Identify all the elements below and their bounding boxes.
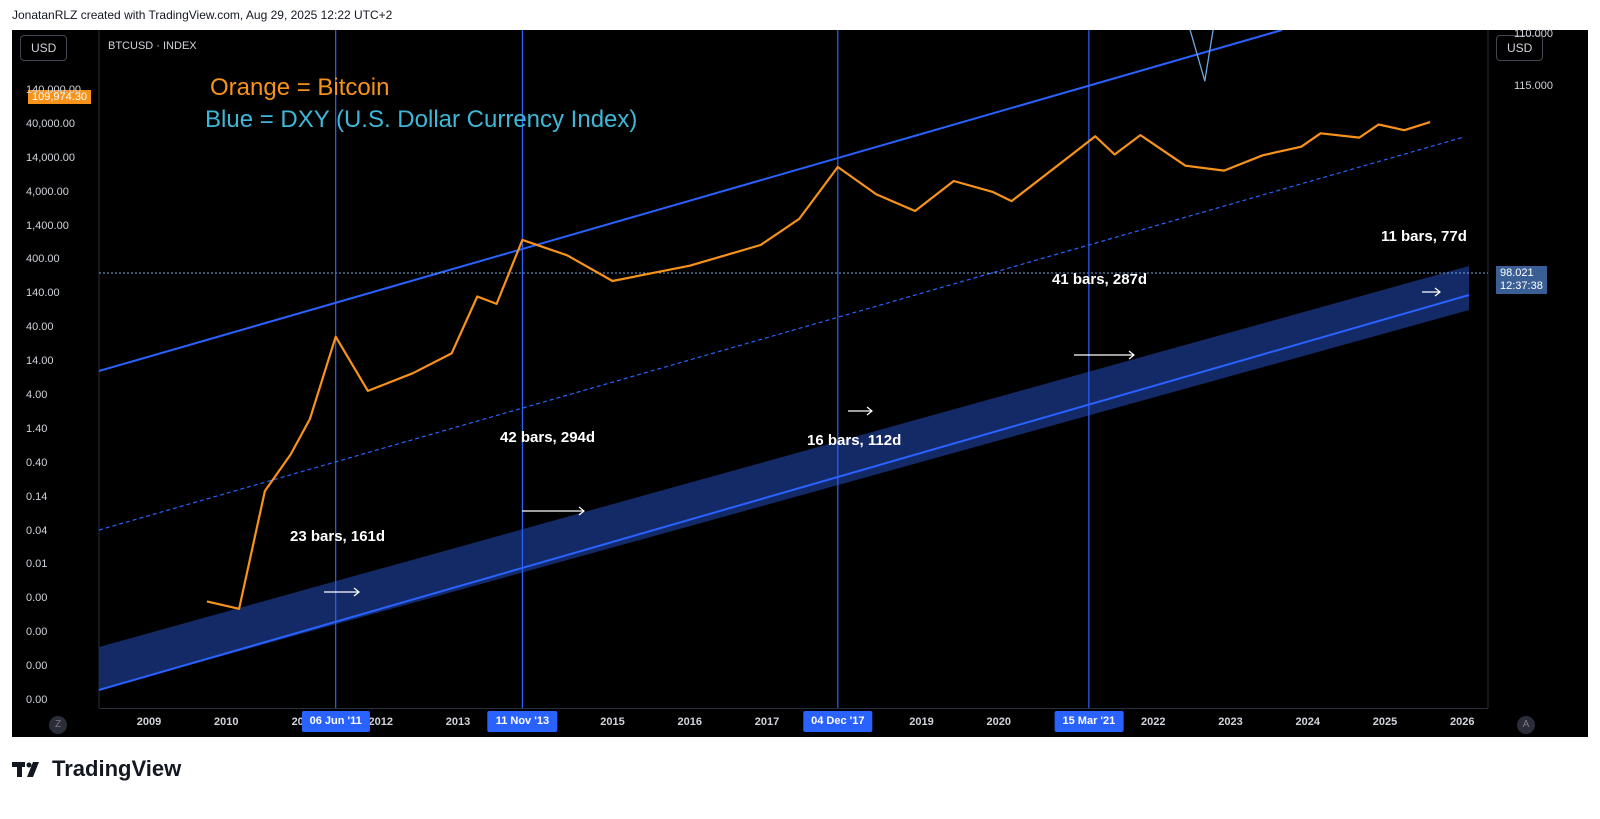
left-axis-tick: 0.14 — [26, 490, 48, 503]
duration-annotation: 11 bars, 77d — [1381, 228, 1467, 245]
left-axis-tick: 0.01 — [26, 558, 48, 571]
chart-credit: JonatanRLZ created with TradingView.com,… — [12, 8, 393, 22]
left-currency-button[interactable]: USD — [20, 35, 68, 61]
duration-arrowhead — [1434, 287, 1441, 297]
time-axis-tick: 2022 — [1141, 716, 1166, 728]
right-currency-button[interactable]: USD — [1496, 35, 1544, 61]
event-date-chip: 04 Dec '17 — [803, 711, 873, 732]
time-axis-tick: 2017 — [754, 716, 780, 728]
tradingview-logo: TradingView — [12, 756, 181, 782]
time-axis-tick: 2019 — [909, 716, 934, 728]
footer-brand: TradingView — [52, 756, 182, 781]
left-axis-tick: 40,000.00 — [26, 117, 75, 130]
symbol-label: BTCUSD · INDEX — [108, 40, 197, 52]
left-axis-tick: 14.00 — [26, 355, 54, 368]
left-axis-tick: 14,000.00 — [26, 151, 75, 164]
left-axis-tick: 1,400.00 — [26, 219, 69, 232]
left-axis-tick: 0.40 — [26, 456, 48, 469]
auto-scale-z-button[interactable]: Z — [49, 716, 67, 734]
left-axis-tick: 40.00 — [26, 321, 54, 334]
tradingview-mark-icon — [12, 762, 39, 777]
dxy-last-price: 98.021 12:37:38 — [1496, 266, 1547, 294]
right-axis-tick: 115.000 — [1514, 80, 1553, 92]
left-axis-tick: 0.00 — [26, 660, 48, 673]
left-axis-tick: 400.00 — [26, 253, 60, 266]
bitcoin-last-price: 109,974.30 — [28, 90, 92, 104]
bar-countdown: 12:37:38 — [1500, 280, 1543, 292]
event-date-chip: 15 Mar '21 — [1054, 711, 1124, 732]
time-axis-tick: 2015 — [600, 716, 625, 728]
time-axis[interactable] — [99, 708, 1488, 738]
time-axis-tick: 2020 — [986, 716, 1011, 728]
left-axis-tick: 1.40 — [26, 422, 48, 435]
time-axis-tick: 2009 — [136, 716, 162, 728]
chart-panel[interactable]: USD BTCUSD · INDEX USD Z A 109,974.30 98… — [12, 27, 1588, 738]
chart-canvas[interactable] — [12, 30, 1588, 737]
auto-scale-a-button[interactable]: A — [1517, 716, 1535, 734]
left-axis-tick: 4.00 — [26, 389, 48, 401]
duration-arrowhead — [578, 506, 585, 516]
right-axis-tick: 110.000 — [1514, 27, 1553, 40]
time-axis-tick: 2024 — [1295, 716, 1320, 728]
left-axis-tick: 4,000.00 — [26, 185, 69, 198]
time-axis-tick: 2013 — [445, 716, 471, 728]
event-date-chip: 11 Nov '13 — [487, 711, 558, 732]
time-axis-tick: 2026 — [1450, 716, 1475, 728]
left-axis-tick: 0.00 — [26, 592, 48, 605]
left-axis-tick: 140.00 — [26, 287, 60, 300]
upper-channel-line — [98, 30, 1283, 372]
lower-channel-line — [98, 294, 1470, 691]
time-axis-tick: 2023 — [1218, 716, 1243, 728]
left-axis-tick: 140,000.00 — [26, 84, 82, 96]
duration-annotation: 42 bars, 294d — [500, 429, 596, 446]
bitcoin-series-line — [206, 121, 1431, 610]
duration-arrowhead — [1128, 350, 1135, 360]
dxy-last-price-value: 98.021 — [1500, 267, 1534, 279]
mid-channel-line — [98, 136, 1465, 531]
time-axis-tick: 2012 — [368, 716, 393, 728]
time-axis-tick: 2016 — [677, 716, 702, 728]
duration-annotation: 23 bars, 161d — [290, 528, 386, 545]
time-axis-tick: 2025 — [1372, 716, 1398, 728]
duration-annotation: 41 bars, 287d — [1052, 271, 1148, 288]
duration-annotation: 16 bars, 112d — [807, 432, 902, 449]
duration-arrowhead — [866, 406, 873, 416]
legend-dxy: Blue = DXY (U.S. Dollar Currency Index) — [205, 106, 638, 133]
event-date-chip: 06 Jun '11 — [301, 711, 370, 732]
left-axis-tick: 0.04 — [26, 524, 48, 537]
legend-bitcoin: Orange = Bitcoin — [210, 74, 390, 101]
time-axis-tick: 2010 — [214, 716, 239, 728]
duration-arrowhead — [353, 587, 360, 597]
support-band — [99, 266, 1469, 690]
left-axis-tick: 0.00 — [26, 694, 48, 706]
left-axis-tick: 0.00 — [26, 626, 48, 639]
